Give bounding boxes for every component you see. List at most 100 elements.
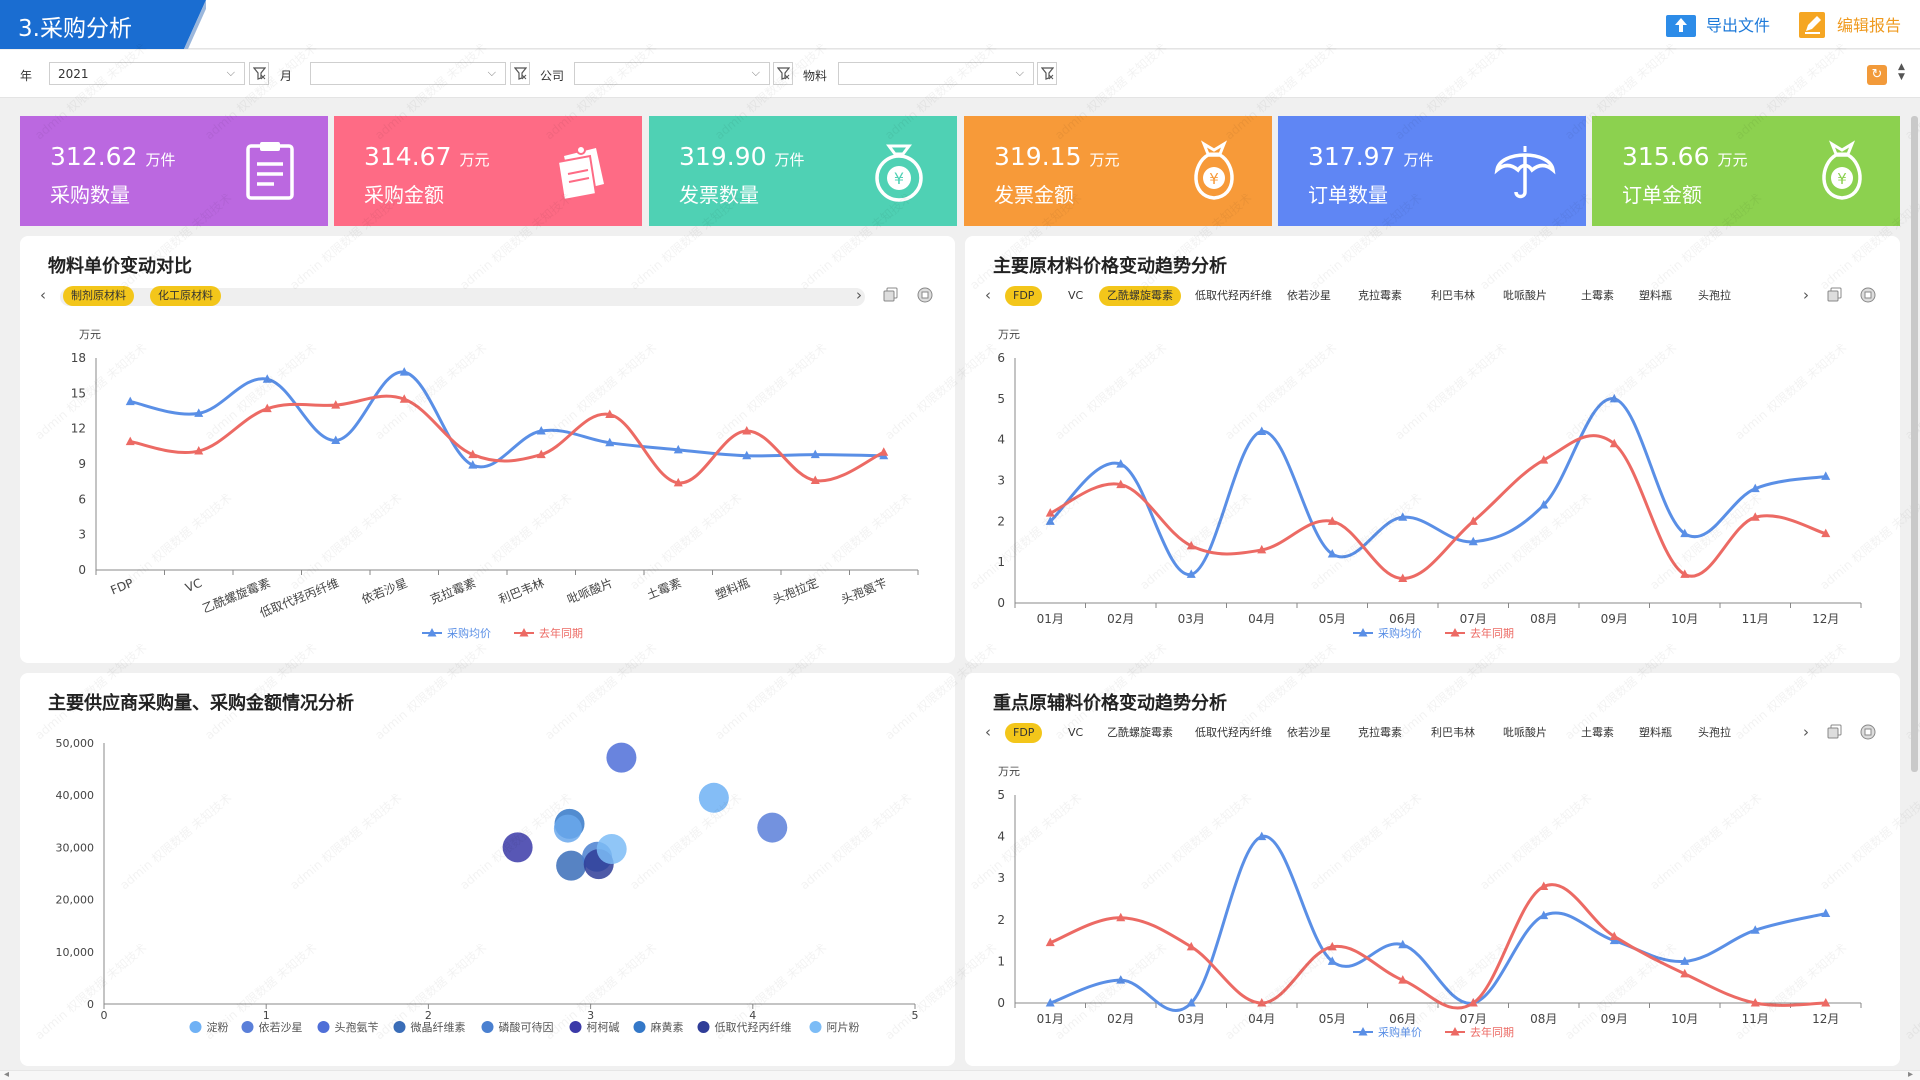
tab-prev-button[interactable]: ‹: [985, 723, 991, 741]
data-point[interactable]: [1327, 549, 1337, 558]
legend-item[interactable]: 采购均价: [1353, 626, 1422, 640]
tab-3[interactable]: 低取代羟丙纤维: [1195, 289, 1272, 302]
tab-9[interactable]: 塑料瓶: [1639, 289, 1672, 302]
export-image-icon[interactable]: [1860, 287, 1876, 303]
data-point[interactable]: [1609, 931, 1619, 940]
material-select[interactable]: ⌵: [838, 62, 1034, 85]
data-point[interactable]: [1468, 516, 1478, 525]
legend-item[interactable]: 麻黄素: [633, 1020, 684, 1034]
data-point[interactable]: [1045, 508, 1055, 517]
legend-item[interactable]: 采购均价: [422, 626, 491, 640]
scatter-point[interactable]: [596, 833, 627, 864]
data-point[interactable]: [262, 403, 272, 413]
data-point[interactable]: [1257, 998, 1267, 1007]
data-point[interactable]: [1398, 573, 1408, 583]
data-point[interactable]: [1116, 975, 1126, 984]
data-point[interactable]: [1257, 831, 1267, 841]
data-point[interactable]: [1821, 528, 1831, 538]
tab-4[interactable]: 依若沙星: [1287, 726, 1331, 739]
year-select[interactable]: 2021 ⌵: [49, 62, 245, 85]
data-point[interactable]: [1116, 459, 1126, 468]
refresh-button[interactable]: ↻: [1867, 65, 1887, 85]
data-point[interactable]: [1327, 941, 1337, 951]
data-point[interactable]: [1680, 528, 1690, 538]
scroll-right-icon[interactable]: ▸: [1908, 1069, 1914, 1080]
data-point[interactable]: [1821, 998, 1831, 1007]
data-point[interactable]: [399, 367, 409, 376]
data-point[interactable]: [262, 374, 272, 383]
year-filter-button[interactable]: [249, 62, 269, 85]
data-point[interactable]: [1539, 910, 1549, 920]
data-point[interactable]: [468, 460, 478, 469]
export-button[interactable]: 导出文件: [1666, 10, 1770, 38]
legend-item[interactable]: 微晶纤维素: [393, 1020, 466, 1034]
tab-next-button[interactable]: ›: [1803, 286, 1809, 304]
data-point[interactable]: [1468, 536, 1478, 546]
scatter-point[interactable]: [553, 814, 582, 843]
copy-icon[interactable]: [883, 287, 899, 303]
tab-6[interactable]: 利巴韦林: [1431, 289, 1475, 302]
legend-item[interactable]: 低取代羟丙纤维: [697, 1020, 792, 1034]
data-point[interactable]: [1186, 540, 1196, 550]
tab-10[interactable]: 头孢拉: [1698, 726, 1731, 739]
tab-9[interactable]: 塑料瓶: [1639, 726, 1672, 739]
tab-4[interactable]: 依若沙星: [1287, 289, 1331, 302]
tab-chemical-materials[interactable]: 化工原材料: [150, 286, 221, 306]
data-point[interactable]: [1750, 998, 1760, 1007]
tab-next-button[interactable]: ›: [856, 286, 862, 304]
data-point[interactable]: [125, 396, 135, 406]
tab-5[interactable]: 克拉霉素: [1358, 726, 1402, 739]
scroll-left-icon[interactable]: ◂: [4, 1069, 10, 1080]
legend-item[interactable]: 头孢氨苄: [317, 1021, 379, 1034]
collapse-toggle[interactable]: ▲ ▼: [1898, 62, 1905, 82]
data-point[interactable]: [605, 409, 615, 419]
data-point[interactable]: [1398, 939, 1408, 949]
data-point[interactable]: [742, 450, 752, 460]
data-point[interactable]: [1821, 908, 1831, 918]
data-point[interactable]: [605, 437, 615, 447]
tab-1[interactable]: VC: [1068, 289, 1084, 302]
data-point[interactable]: [194, 446, 204, 455]
data-point[interactable]: [1257, 426, 1267, 436]
legend-item[interactable]: 柯柯碱: [569, 1021, 620, 1034]
tab-next-button[interactable]: ›: [1803, 723, 1809, 741]
data-point[interactable]: [1257, 544, 1267, 554]
data-point[interactable]: [331, 435, 341, 444]
tab-formulation-materials[interactable]: 制剂原材料: [63, 286, 134, 306]
tab-prev-button[interactable]: ‹: [40, 286, 46, 304]
data-point[interactable]: [536, 449, 546, 459]
data-point[interactable]: [1680, 956, 1690, 965]
scatter-point[interactable]: [698, 782, 729, 813]
data-point[interactable]: [1750, 483, 1760, 493]
tab-3[interactable]: 低取代羟丙纤维: [1195, 726, 1272, 739]
vertical-scrollbar[interactable]: [1911, 116, 1918, 772]
copy-icon[interactable]: [1827, 287, 1843, 303]
data-point[interactable]: [673, 477, 683, 487]
legend-item[interactable]: 依若沙星: [241, 1021, 303, 1034]
tab-prev-button[interactable]: ‹: [985, 286, 991, 304]
data-point[interactable]: [1398, 512, 1408, 521]
data-point[interactable]: [742, 426, 752, 435]
data-point[interactable]: [1821, 471, 1831, 480]
tab-0[interactable]: FDP: [1005, 723, 1043, 743]
data-point[interactable]: [1116, 912, 1126, 922]
tab-6[interactable]: 利巴韦林: [1431, 726, 1475, 739]
horizontal-scrollbar[interactable]: ◂ ▸: [0, 1069, 1920, 1080]
legend-item[interactable]: 去年同期: [514, 626, 583, 640]
tab-8[interactable]: 土霉素: [1581, 289, 1614, 302]
data-point[interactable]: [194, 408, 204, 417]
material-filter-button[interactable]: [1037, 62, 1057, 85]
data-point[interactable]: [399, 394, 409, 403]
data-point[interactable]: [1327, 516, 1337, 525]
edit-report-button[interactable]: 编辑报告: [1799, 10, 1901, 38]
data-point[interactable]: [1045, 937, 1055, 947]
tab-1[interactable]: VC: [1068, 726, 1084, 739]
legend-item[interactable]: 采购单价: [1353, 1025, 1422, 1039]
scatter-point[interactable]: [757, 812, 788, 843]
data-point[interactable]: [879, 447, 889, 456]
data-point[interactable]: [1327, 956, 1337, 965]
data-point[interactable]: [1750, 512, 1760, 521]
company-filter-button[interactable]: [773, 62, 793, 85]
tab-7[interactable]: 吡哌酸片: [1503, 726, 1547, 739]
data-point[interactable]: [1539, 455, 1549, 464]
